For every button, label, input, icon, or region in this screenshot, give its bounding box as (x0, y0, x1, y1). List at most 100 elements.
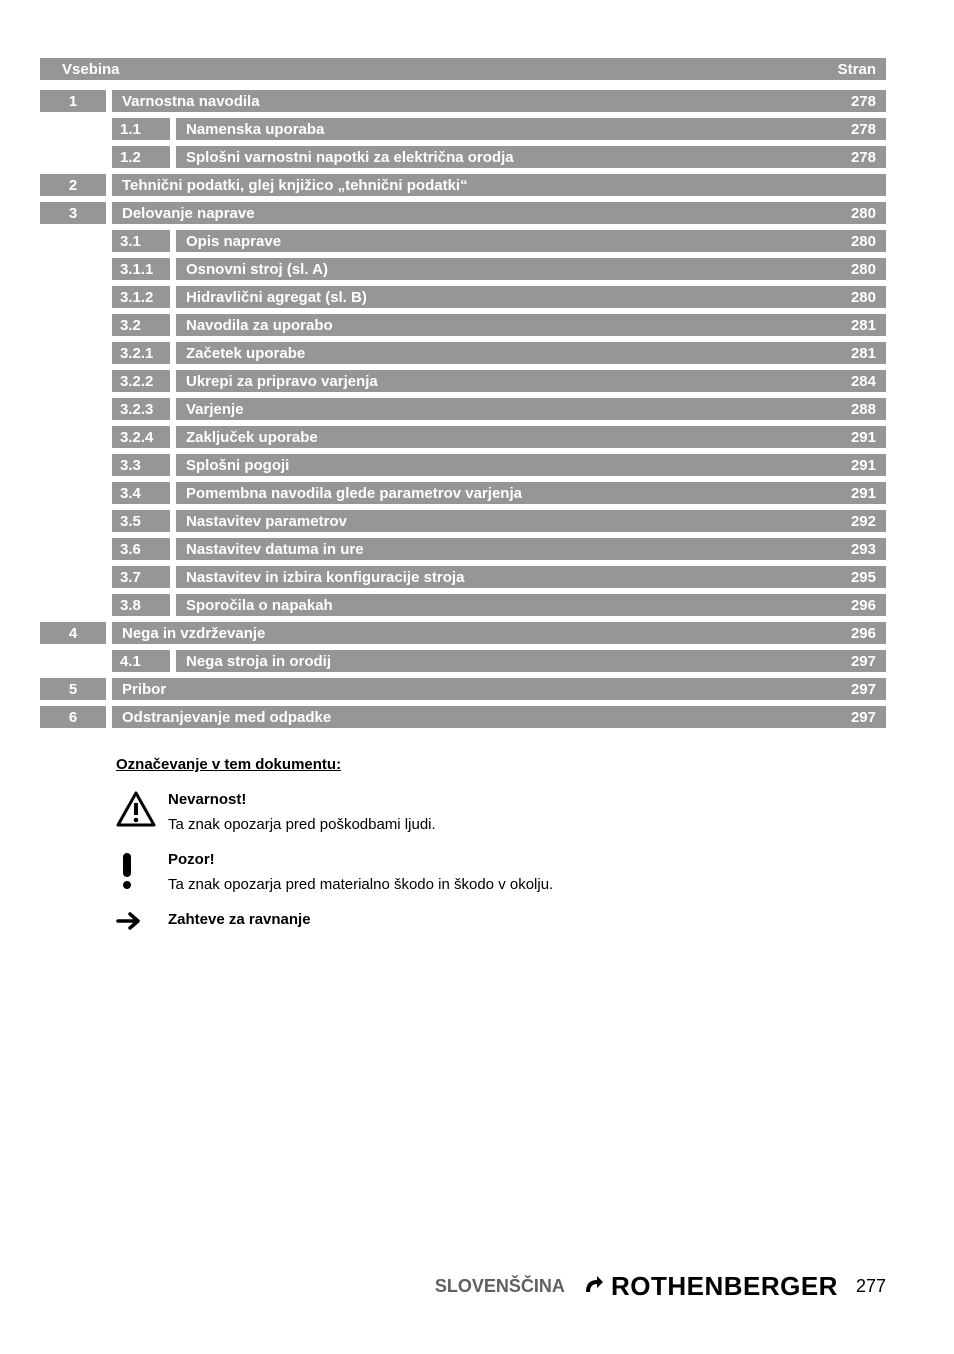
footer-brand-text: ROTHENBERGER (611, 1271, 838, 1302)
toc-row-bar: Splošni pogoji291 (176, 454, 886, 476)
toc-row-page: 284 (851, 373, 876, 390)
toc-row-bar: Varnostna navodila278 (112, 90, 886, 112)
toc-row: 4.1Nega stroja in orodij297 (40, 650, 886, 672)
toc-row: 3.2.3Varjenje288 (40, 398, 886, 420)
indent-spacer (40, 454, 106, 476)
toc-subsection-number: 3.6 (112, 538, 170, 560)
toc-row: 3.2.4 Zaključek uporabe291 (40, 426, 886, 448)
toc-section-number: 2 (40, 174, 106, 196)
toc-row-bar: Nega in vzdrževanje296 (112, 622, 886, 644)
indent-spacer (40, 566, 106, 588)
toc-row: 3.8Sporočila o napakah296 (40, 594, 886, 616)
toc-row-bar: Osnovni stroj (sl. A)280 (176, 258, 886, 280)
toc-row-page: 280 (851, 289, 876, 306)
toc-subsection-number: 3.2.3 (112, 398, 170, 420)
toc-row: 3.1.1 Osnovni stroj (sl. A)280 (40, 258, 886, 280)
toc-row-page: 291 (851, 485, 876, 502)
toc-row-page: 293 (851, 541, 876, 558)
toc-row-bar: Splošni varnostni napotki za električna … (176, 146, 886, 168)
toc-row-bar: Sporočila o napakah296 (176, 594, 886, 616)
indent-spacer (40, 286, 106, 308)
toc-row: 6 Odstranjevanje med odpadke297 (40, 706, 886, 728)
legend-desc: Ta znak opozarja pred poškodbami ljudi. (168, 816, 436, 833)
legend-items: Nevarnost!Ta znak opozarja pred poškodba… (40, 791, 886, 936)
toc-subsection-number: 3.3 (112, 454, 170, 476)
toc-row-title: Odstranjevanje med odpadke (122, 709, 851, 726)
toc-row: 5Pribor297 (40, 678, 886, 700)
toc-header: Vsebina Stran (40, 58, 886, 80)
legend-heading: Označevanje v tem dokumentu: (116, 756, 341, 773)
toc-row-page: 295 (851, 569, 876, 586)
indent-spacer (40, 426, 106, 448)
toc-row-title: Delovanje naprave (122, 205, 851, 222)
toc-row-title: Navodila za uporabo (186, 317, 851, 334)
toc-row-title: Osnovni stroj (sl. A) (186, 261, 851, 278)
toc-row: 3.5Nastavitev parametrov292 (40, 510, 886, 532)
toc-section-number: 4 (40, 622, 106, 644)
toc-section-number: 6 (40, 706, 106, 728)
toc-row: 3.2 Navodila za uporabo281 (40, 314, 886, 336)
footer-brand: ROTHENBERGER (583, 1271, 838, 1302)
toc-row: 3.3 Splošni pogoji291 (40, 454, 886, 476)
toc-section-number: 3 (40, 202, 106, 224)
toc-row-page: 278 (851, 93, 876, 110)
toc-row-page: 296 (851, 625, 876, 642)
warning-triangle-icon (116, 791, 168, 827)
toc-row-title: Zaključek uporabe (186, 429, 851, 446)
toc-row-page: 278 (851, 121, 876, 138)
indent-spacer (40, 398, 106, 420)
toc-subsection-number: 3.2 (112, 314, 170, 336)
legend-desc: Ta znak opozarja pred materialno škodo i… (168, 876, 553, 893)
toc-row-title: Namenska uporaba (186, 121, 851, 138)
toc-row-bar: Začetek uporabe281 (176, 342, 886, 364)
toc-row-title: Nega stroja in orodij (186, 653, 851, 670)
legend-title: Pozor! (168, 851, 553, 868)
toc-row: 4 Nega in vzdrževanje296 (40, 622, 886, 644)
toc-row-page: 291 (851, 429, 876, 446)
toc-row-page: 281 (851, 345, 876, 362)
toc-row-title: Varjenje (186, 401, 851, 418)
indent-spacer (40, 594, 106, 616)
toc-subsection-number: 4.1 (112, 650, 170, 672)
toc-row-title: Ukrepi za pripravo varjenja (186, 373, 851, 390)
toc-row-page: 280 (851, 205, 876, 222)
toc-row-bar: Nastavitev in izbira konfiguracije stroj… (176, 566, 886, 588)
toc-row: 3 Delovanje naprave280 (40, 202, 886, 224)
toc-subsection-number: 3.1 (112, 230, 170, 252)
brand-pipe-icon (583, 1274, 605, 1300)
toc-row-bar: Opis naprave280 (176, 230, 886, 252)
toc-row: 3.7Nastavitev in izbira konfiguracije st… (40, 566, 886, 588)
toc-row: 1.2Splošni varnostni napotki za električ… (40, 146, 886, 168)
toc-row-bar: Zaključek uporabe291 (176, 426, 886, 448)
toc-row: 3.4 Pomembna navodila glede parametrov va… (40, 482, 886, 504)
toc-row-title: Nastavitev parametrov (186, 513, 851, 530)
toc-row-bar: Odstranjevanje med odpadke297 (112, 706, 886, 728)
toc-row-bar: Ukrepi za pripravo varjenja284 (176, 370, 886, 392)
toc-subsection-number: 3.2.1 (112, 342, 170, 364)
toc-row-bar: Tehnični podatki, glej knjižico „tehničn… (112, 174, 886, 196)
indent-spacer (40, 650, 106, 672)
toc-row-page: 280 (851, 261, 876, 278)
toc-header-right: Stran (838, 61, 876, 78)
toc-row-page: 281 (851, 317, 876, 334)
toc-row-title: Splošni pogoji (186, 457, 851, 474)
toc-header-left: Vsebina (62, 61, 838, 78)
toc-row-page: 278 (851, 149, 876, 166)
toc-subsection-number: 3.4 (112, 482, 170, 504)
toc-row-page: 292 (851, 513, 876, 530)
toc-row: 3.2.1 Začetek uporabe281 (40, 342, 886, 364)
indent-spacer (40, 538, 106, 560)
indent-spacer (40, 314, 106, 336)
toc-subsection-number: 3.2.4 (112, 426, 170, 448)
toc-subsection-number: 3.1.1 (112, 258, 170, 280)
toc-row-title: Sporočila o napakah (186, 597, 851, 614)
toc-row-title: Pomembna navodila glede parametrov varje… (186, 485, 851, 502)
toc-row-bar: Namenska uporaba278 (176, 118, 886, 140)
toc-row: 3.1.2Hidravlični agregat (sl. B)280 (40, 286, 886, 308)
toc-row: 1.1Namenska uporaba278 (40, 118, 886, 140)
exclamation-icon (116, 851, 168, 891)
toc-subsection-number: 3.1.2 (112, 286, 170, 308)
toc-row-title: Nega in vzdrževanje (122, 625, 851, 642)
footer-language: SLOVENŠČINA (435, 1276, 565, 1297)
page-footer: SLOVENŠČINA ROTHENBERGER 277 (0, 1271, 886, 1302)
